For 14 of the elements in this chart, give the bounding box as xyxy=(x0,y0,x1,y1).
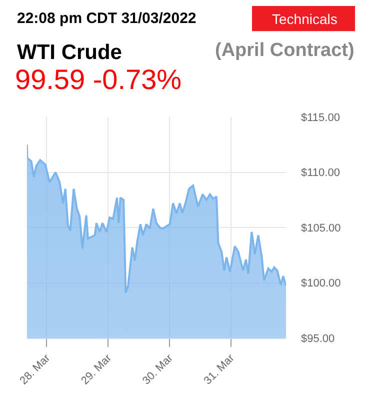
chart-subtitle: (April Contract) xyxy=(215,40,354,61)
text: 22:08 pm CDT 31/03/2022 xyxy=(17,10,196,27)
y-tick-label: $110.00 xyxy=(301,167,340,180)
chart-title: WTI Crude xyxy=(17,41,122,64)
y-tick-label: $100.00 xyxy=(301,278,341,290)
y-tick-label: $115.00 xyxy=(301,112,340,124)
x-tick-label: 29. Mar xyxy=(79,352,114,388)
text: 99.59 -0.73% xyxy=(15,64,182,95)
y-tick-label: $95.00 xyxy=(301,332,335,345)
x-tick-label: 30. Mar xyxy=(140,352,176,388)
text: Technicals xyxy=(272,11,338,27)
x-tick-label: 31. Mar xyxy=(202,352,238,388)
y-tick-label: $105.00 xyxy=(301,222,341,234)
x-tick-label: 28. Mar xyxy=(18,352,53,388)
